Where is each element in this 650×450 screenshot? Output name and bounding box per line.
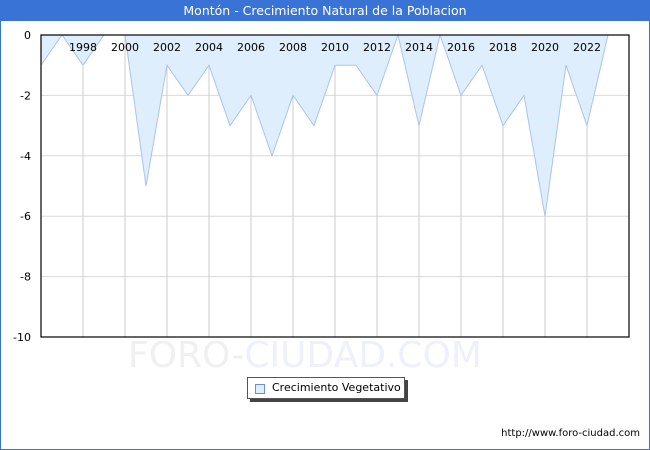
y-tick-label: -6: [20, 210, 31, 223]
x-tick-label: 2006: [237, 41, 265, 54]
area-fill: [41, 35, 608, 217]
chart-title: Montón - Crecimiento Natural de la Pobla…: [0, 0, 650, 21]
x-tick-label: 2002: [153, 41, 181, 54]
y-tick-label: -8: [20, 271, 31, 284]
plot-border: [40, 34, 630, 338]
x-tick-label: 2004: [195, 41, 223, 54]
legend: Crecimiento Vegetativo: [247, 377, 405, 399]
area-line: [40, 33, 609, 217]
y-tick-label: -10: [13, 331, 31, 344]
x-tick-label: 2020: [531, 41, 559, 54]
y-tick-label: 0: [24, 29, 31, 42]
x-tick-label: 2012: [363, 41, 391, 54]
x-tick-label: 2008: [279, 41, 307, 54]
data-area: [40, 33, 609, 217]
y-tick-label: -4: [20, 150, 31, 163]
y-tick-label: -2: [20, 89, 31, 102]
x-tick-label: 1998: [69, 41, 97, 54]
legend-label: Crecimiento Vegetativo: [272, 381, 401, 394]
x-tick-label: 2010: [321, 41, 349, 54]
x-tick-label: 2022: [573, 41, 601, 54]
x-tick-label: 2000: [111, 41, 139, 54]
x-tick-label: 2014: [405, 41, 433, 54]
watermark-part1: FORO-CIUDAD.COM: [128, 335, 482, 376]
x-tick-label: 2016: [447, 41, 475, 54]
x-axis-labels: 1998 2000 2002 2004 2006 2008 2010 2012 2014 2016…: [69, 41, 601, 54]
legend-swatch-icon: [255, 384, 265, 394]
x-tick-label: 2018: [489, 41, 517, 54]
y-axis-labels: 0 -2 -4 -6 -8 -10: [13, 29, 31, 344]
source-url: http://www.foro-ciudad.com: [501, 428, 640, 439]
